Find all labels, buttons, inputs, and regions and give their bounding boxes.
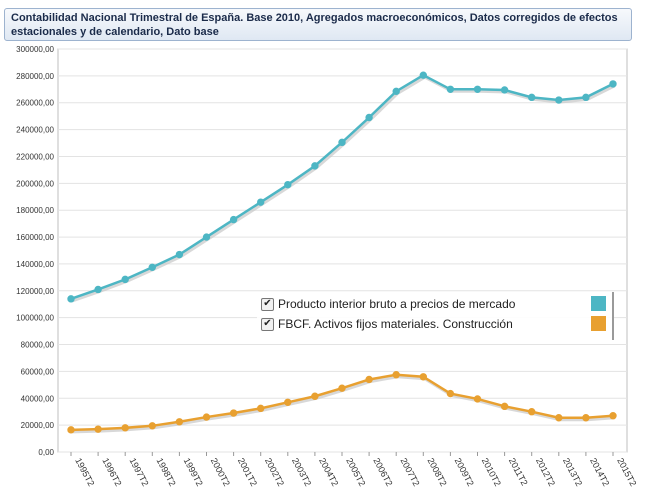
y-tick-label: 80000,00 xyxy=(21,341,55,350)
y-tick-label: 260000,00 xyxy=(16,99,54,108)
data-point xyxy=(419,71,427,79)
y-tick-label: 160000,00 xyxy=(16,233,54,242)
y-tick-label: 40000,00 xyxy=(21,394,55,403)
y-tick-label: 300000,00 xyxy=(16,45,54,54)
data-point xyxy=(175,250,184,259)
data-point xyxy=(446,389,455,398)
data-point xyxy=(175,418,184,426)
x-tick-label: 2001T2 xyxy=(236,456,259,488)
legend-swatch-pib xyxy=(591,296,606,311)
x-tick-label: 2011T2 xyxy=(507,456,530,487)
data-point xyxy=(121,424,129,432)
data-point xyxy=(121,275,129,284)
data-point xyxy=(500,402,509,411)
data-point xyxy=(148,422,157,430)
x-tick-label: 2002T2 xyxy=(263,456,286,488)
x-tick-label: 1998T2 xyxy=(155,456,178,488)
x-tick-label: 2008T2 xyxy=(426,456,449,488)
y-tick-label: 0,00 xyxy=(38,448,54,457)
x-tick-label: 2013T2 xyxy=(561,456,584,488)
legend-item-pib[interactable]: ✔ Producto interior bruto a precios de m… xyxy=(261,296,515,312)
data-point xyxy=(284,180,292,189)
data-point xyxy=(609,80,617,88)
data-point xyxy=(528,408,536,416)
y-tick-label: 140000,00 xyxy=(16,260,54,269)
x-tick-label: 2009T2 xyxy=(453,456,476,488)
data-point xyxy=(338,384,346,392)
data-point xyxy=(94,425,102,433)
x-tick-label: 2000T2 xyxy=(209,456,232,488)
data-point xyxy=(257,198,265,206)
data-point xyxy=(582,93,590,102)
x-tick-label: 2014T2 xyxy=(588,456,611,488)
data-point xyxy=(419,373,427,381)
data-point xyxy=(67,295,75,303)
data-point xyxy=(555,414,563,422)
data-point xyxy=(473,395,482,403)
legend-label: Producto interior bruto a precios de mer… xyxy=(278,297,516,311)
data-point xyxy=(257,404,265,413)
y-tick-label: 100000,00 xyxy=(16,314,54,323)
x-tick-label: 1995T2 xyxy=(73,456,96,488)
data-point xyxy=(500,86,509,94)
x-tick-label: 1999T2 xyxy=(182,456,205,488)
legend-label: FBCF. Activos fijos materiales. Construc… xyxy=(278,317,513,331)
y-tick-label: 220000,00 xyxy=(16,152,54,161)
x-tick-label: 1996T2 xyxy=(100,456,123,488)
y-tick-label: 120000,00 xyxy=(16,287,54,296)
data-point xyxy=(392,371,400,379)
x-tick-label: 2004T2 xyxy=(317,456,340,488)
legend-swatch-fbcf xyxy=(591,316,606,331)
data-point xyxy=(582,414,590,422)
checkbox-icon[interactable]: ✔ xyxy=(261,297,274,311)
data-point xyxy=(67,426,75,434)
x-tick-label: 2015T2 xyxy=(615,456,638,488)
x-tick-label: 1997T2 xyxy=(127,456,150,488)
x-tick-label: 2012T2 xyxy=(534,456,557,488)
data-point xyxy=(311,162,319,170)
data-point xyxy=(528,93,536,102)
y-tick-label: 240000,00 xyxy=(16,126,54,135)
x-tick-label: 2010T2 xyxy=(480,456,503,488)
data-point xyxy=(365,113,373,122)
chart-title: Contabilidad Nacional Trimestral de Espa… xyxy=(4,8,632,41)
data-point xyxy=(284,398,292,406)
data-point xyxy=(555,96,563,104)
x-tick-label: 2005T2 xyxy=(344,456,367,488)
x-tick-label: 2003T2 xyxy=(290,456,313,488)
data-point xyxy=(365,375,373,384)
y-tick-label: 280000,00 xyxy=(16,72,54,81)
data-point xyxy=(311,392,319,400)
data-point xyxy=(202,413,211,421)
data-point xyxy=(148,263,157,271)
y-tick-label: 60000,00 xyxy=(21,367,55,376)
y-tick-label: 200000,00 xyxy=(16,179,54,188)
x-tick-label: 2006T2 xyxy=(371,456,394,488)
data-point xyxy=(94,285,102,294)
y-tick-label: 180000,00 xyxy=(16,206,54,215)
legend: ✔ Producto interior bruto a precios de m… xyxy=(257,292,614,340)
data-point xyxy=(392,87,400,96)
data-point xyxy=(229,215,238,224)
x-tick-label: 2007T2 xyxy=(398,456,421,488)
legend-item-fbcf[interactable]: ✔ FBCF. Activos fijos materiales. Constr… xyxy=(261,316,513,332)
y-tick-label: 20000,00 xyxy=(21,421,55,430)
data-point xyxy=(338,138,346,147)
data-point xyxy=(609,412,617,420)
data-point xyxy=(229,409,238,417)
checkbox-icon[interactable]: ✔ xyxy=(261,317,274,331)
data-point xyxy=(446,85,455,94)
data-point xyxy=(202,233,211,241)
data-point xyxy=(473,85,482,94)
